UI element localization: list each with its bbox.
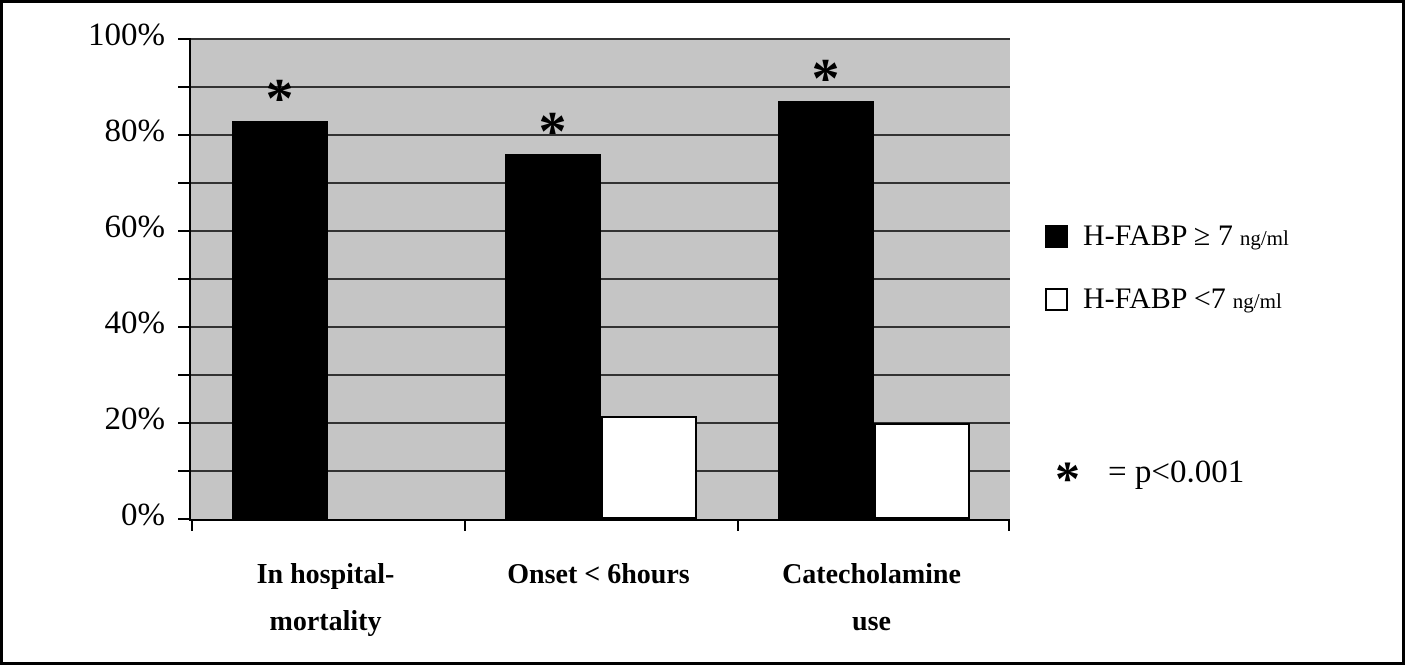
category-label-line: use	[852, 606, 891, 638]
y-axis-tick	[178, 230, 191, 232]
y-tick-label: 80%	[104, 113, 166, 149]
category-label-line: Catecholamine	[782, 559, 961, 590]
y-tick-label: 20%	[104, 401, 166, 437]
legend-label: H-FABP ≥ 7 ng/ml	[1083, 219, 1289, 252]
bar-hfabp-low	[600, 415, 697, 519]
y-axis-tick	[178, 38, 191, 40]
category-label-line: Onset < 6hours	[507, 559, 690, 590]
category-label: In hospital-mortality	[189, 551, 462, 645]
x-axis-tick	[464, 519, 466, 531]
bar-hfabp-low	[873, 423, 970, 519]
bar-hfabp-high	[231, 120, 328, 519]
y-axis-tick	[178, 326, 191, 328]
y-axis-tick	[178, 422, 191, 424]
legend-label: H-FABP <7 ng/ml	[1083, 282, 1282, 315]
y-tick-label: 0%	[121, 497, 165, 533]
y-tick-label: 40%	[104, 305, 166, 341]
bar-hfabp-high	[504, 154, 601, 519]
x-axis-tick	[191, 519, 193, 531]
category-label-line: mortality	[269, 606, 382, 638]
legend-swatch	[1045, 287, 1068, 311]
significance-asterisk: *	[811, 48, 840, 111]
y-tick-label: 100%	[88, 17, 165, 53]
category-label: Onset < 6hours	[462, 551, 735, 598]
bar-hfabp-high	[777, 101, 874, 519]
legend-unit: ng/ml	[1232, 289, 1282, 313]
y-axis-tick	[178, 86, 191, 88]
gridline	[191, 134, 1010, 136]
legend-swatch	[1045, 224, 1068, 248]
y-axis-tick	[178, 182, 191, 184]
y-axis-tick	[178, 278, 191, 280]
y-axis-tick	[178, 134, 191, 136]
category-label-line: In hospital-	[256, 559, 395, 590]
gridline	[191, 38, 1010, 40]
asterisk-symbol: *	[1055, 450, 1080, 506]
y-axis-tick	[178, 374, 191, 376]
legend-item: H-FABP <7 ng/ml	[1045, 282, 1289, 316]
gridline	[191, 374, 1010, 376]
plot-area: * * *	[178, 38, 1010, 531]
category-label: Catecholamine use	[735, 551, 1008, 645]
gridline	[191, 278, 1010, 280]
y-axis-tick	[178, 518, 191, 520]
gridline	[191, 230, 1010, 232]
gridline	[191, 326, 1010, 328]
significance-asterisk: *	[538, 101, 567, 164]
legend: H-FABP ≥ 7 ng/ml H-FABP <7 ng/ml	[1045, 219, 1289, 345]
gridline	[191, 86, 1010, 88]
significance-note: * = p<0.001	[1055, 447, 1245, 503]
y-axis-tick	[178, 470, 191, 472]
y-tick-label: 60%	[104, 209, 166, 245]
annotation-text: = p<0.001	[1108, 453, 1245, 490]
x-axis-tick	[1008, 519, 1010, 531]
significance-asterisk: *	[265, 67, 294, 130]
x-axis-tick	[737, 519, 739, 531]
gridline	[191, 182, 1010, 184]
legend-unit: ng/ml	[1239, 226, 1289, 250]
legend-item: H-FABP ≥ 7 ng/ml	[1045, 219, 1289, 253]
